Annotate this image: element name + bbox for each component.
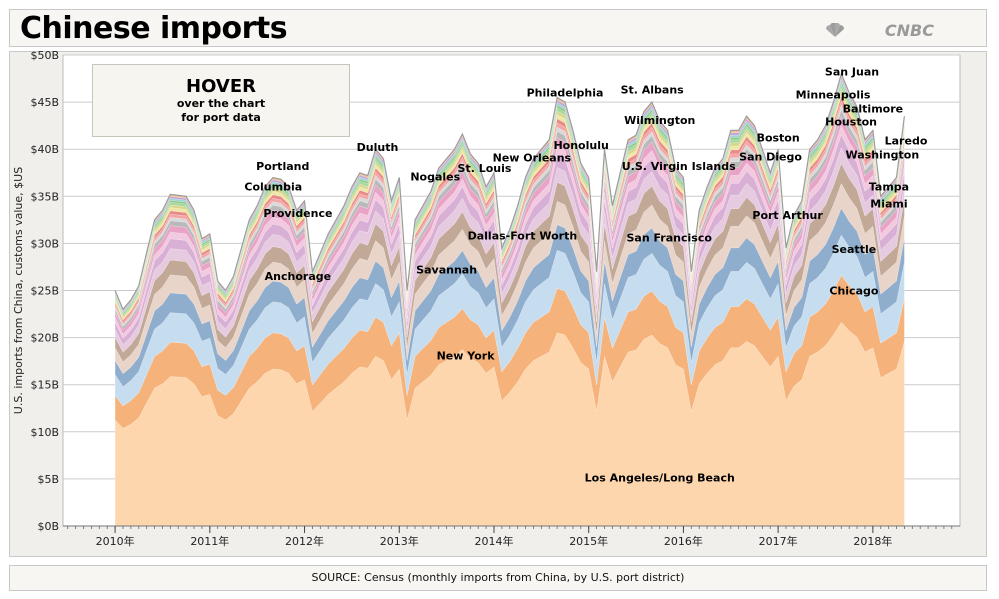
y-tick-label: $15B	[30, 379, 59, 392]
port-label: Anchorage	[265, 270, 331, 283]
x-tick-label: 2018年	[853, 534, 892, 548]
port-label: Port Arthur	[752, 209, 823, 222]
y-tick-label: $5B	[37, 473, 59, 486]
port-label: New Orleans	[493, 151, 572, 164]
port-label: San Diego	[739, 151, 802, 164]
y-tick-label: $40B	[30, 143, 59, 156]
y-tick-label: $20B	[30, 332, 59, 345]
area-series-u-s-virgin-islands[interactable]	[114, 90, 905, 321]
area-series-san-francisco[interactable]	[114, 162, 905, 363]
port-label: Savannah	[416, 264, 477, 277]
x-tick-label: 2012年	[285, 534, 324, 548]
area-series-houston[interactable]	[114, 108, 905, 331]
y-axis-title: U.S. imports from China, customs value, …	[12, 167, 25, 414]
port-label: Boston	[757, 132, 800, 145]
port-label: Nogales	[410, 170, 460, 183]
area-series-anchorage[interactable]	[114, 115, 905, 335]
port-label: San Juan	[825, 66, 879, 79]
x-tick-label: 2016年	[664, 534, 703, 548]
y-tick-label: $45B	[30, 96, 59, 109]
area-series-savannah[interactable]	[114, 147, 905, 353]
source-note: SOURCE: Census (monthly imports from Chi…	[9, 565, 987, 591]
area-series-boston[interactable]	[114, 95, 905, 323]
port-label: Seattle	[832, 243, 877, 256]
port-label: Miami	[870, 198, 907, 211]
x-tick-label: 2013年	[380, 534, 419, 548]
area-series-tampa[interactable]	[114, 104, 905, 327]
x-tick-label: 2014年	[474, 534, 513, 548]
port-label: Wilmington	[624, 114, 695, 127]
area-series-dallas-fort-worth[interactable]	[114, 133, 905, 346]
port-label: Philadelphia	[527, 86, 604, 99]
port-label: Minneapolis	[796, 88, 871, 101]
area-series-new-york[interactable]	[114, 274, 905, 429]
port-label: Columbia	[244, 181, 302, 194]
area-series-providence[interactable]	[114, 87, 905, 319]
title-bar: Chinese imports CNBC	[9, 9, 987, 47]
y-tick-label: $0B	[37, 520, 59, 533]
area-series-miami[interactable]	[114, 124, 905, 339]
port-label: Los Angeles/Long Beach	[585, 472, 735, 485]
area-series-port-arthur[interactable]	[114, 182, 905, 375]
y-tick-label: $30B	[30, 237, 59, 250]
port-label: Tampa	[869, 181, 909, 194]
area-series-washington[interactable]	[114, 83, 905, 317]
port-label: Portland	[256, 160, 309, 173]
x-tick-label: 2015年	[569, 534, 608, 548]
port-label: U.S. Virgin Islands	[622, 160, 736, 173]
port-label: Washington	[845, 149, 919, 162]
port-label: St. Louis	[458, 162, 512, 175]
hover-line-2: for port data	[181, 111, 261, 124]
x-tick-label: 2010年	[96, 534, 135, 548]
y-tick-label: $35B	[30, 190, 59, 203]
x-tick-label: 2017年	[759, 534, 798, 548]
port-label: Baltimore	[843, 102, 904, 115]
area-series-honolulu[interactable]	[114, 81, 905, 315]
area-series-chicago[interactable]	[114, 234, 905, 407]
total-outline	[114, 71, 905, 311]
y-tick-label: $25B	[30, 285, 59, 298]
page-title: Chinese imports	[20, 11, 288, 46]
port-label: Laredo	[885, 134, 928, 147]
port-label: New York	[437, 349, 496, 362]
area-series-st-louis[interactable]	[114, 75, 905, 313]
hover-instruction-box: HOVER over the chart for port data	[92, 64, 350, 137]
port-label: Providence	[263, 207, 332, 220]
area-series-new-orleans[interactable]	[114, 78, 905, 314]
port-label: St. Albans	[621, 84, 685, 97]
port-label: Houston	[825, 116, 877, 129]
area-series-san-diego[interactable]	[114, 99, 905, 325]
peacock-logo-icon	[826, 23, 844, 37]
port-label: Chicago	[829, 284, 878, 297]
port-label: Honolulu	[553, 139, 608, 152]
hover-title: HOVER	[186, 76, 256, 97]
hover-line-1: over the chart	[176, 97, 266, 110]
cnbc-logo: CNBC	[884, 21, 934, 40]
port-label: Duluth	[357, 141, 399, 154]
x-tick-label: 2011年	[190, 534, 229, 548]
port-label: Dallas-Fort Worth	[468, 230, 578, 243]
y-tick-label: $50B	[30, 49, 59, 62]
y-tick-label: $10B	[30, 426, 59, 439]
port-label: San Francisco	[626, 232, 712, 245]
